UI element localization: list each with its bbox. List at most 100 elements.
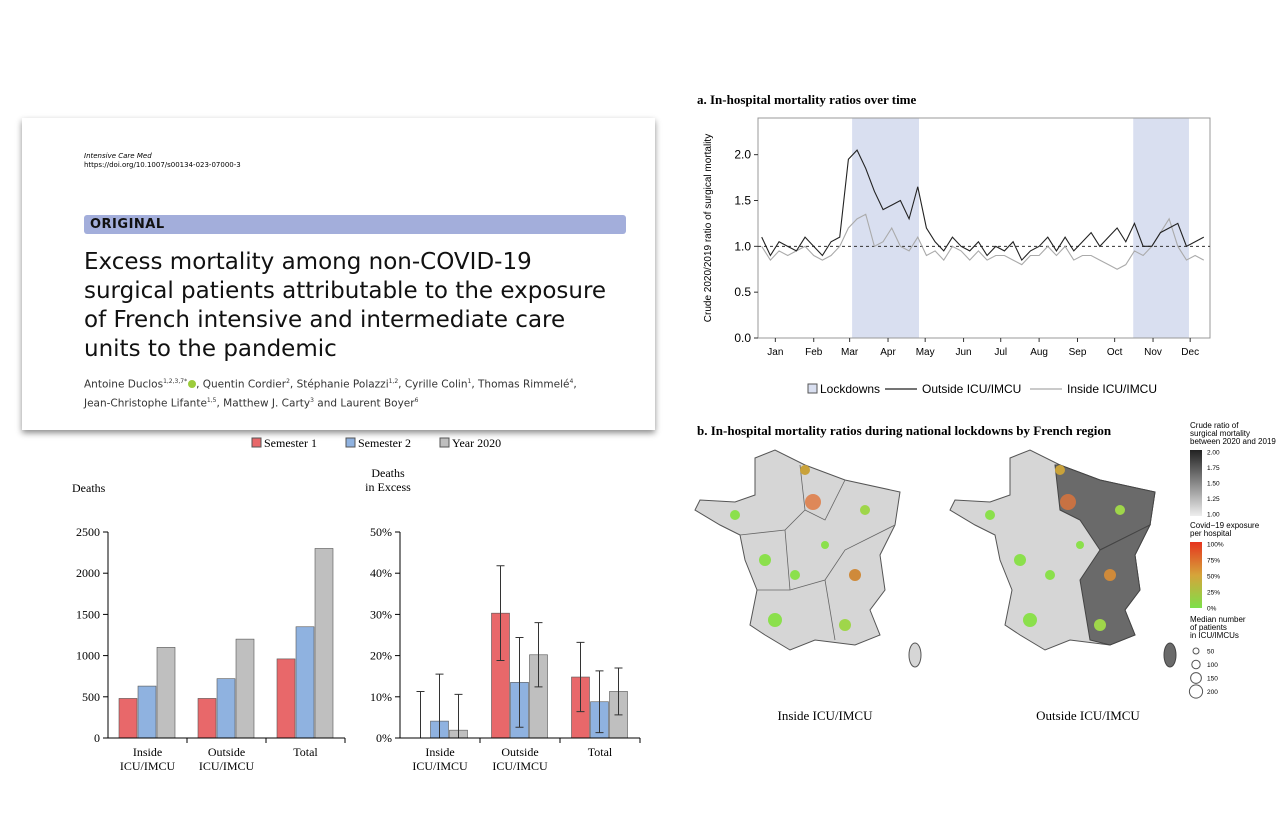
y-tick-label: 1500 bbox=[76, 607, 100, 621]
y-tick-label: 0.0 bbox=[734, 331, 751, 345]
x-tick-label: Jul bbox=[994, 347, 1007, 358]
bar bbox=[197, 698, 217, 739]
x-tick-label: Inside ICU/IMCU bbox=[120, 745, 176, 773]
y-tick-label: 20% bbox=[370, 649, 392, 663]
bar bbox=[314, 548, 334, 739]
legend-label: Semester 1 bbox=[264, 436, 317, 450]
x-tick-label: Dec bbox=[1181, 347, 1199, 358]
x-tick-label: Outside ICU/IMCU bbox=[492, 745, 548, 773]
lockdown-span bbox=[1133, 118, 1189, 338]
legend-label: 1.25 bbox=[1207, 496, 1220, 503]
size-swatch bbox=[1188, 684, 1204, 699]
author: , Cyrille Colin bbox=[398, 378, 468, 391]
error-bar bbox=[576, 641, 585, 713]
maps bbox=[694, 449, 1202, 668]
x-tick-label: Inside ICU/IMCU bbox=[412, 745, 468, 773]
y-tick-label: 1000 bbox=[76, 649, 100, 663]
affiliation: 1,2 bbox=[388, 378, 399, 385]
y-tick-label: 30% bbox=[370, 607, 392, 621]
line bbox=[761, 149, 1205, 262]
section-label: ORIGINAL bbox=[84, 215, 626, 234]
y-tick-label: 2000 bbox=[76, 566, 100, 580]
author: , Matthew J. Carty bbox=[216, 397, 311, 409]
y-tick-label: 50% bbox=[370, 525, 392, 539]
x-tick-label: May bbox=[916, 347, 935, 358]
legend-label: 50 bbox=[1207, 649, 1215, 656]
map-title: b. In-hospital mortality ratios during n… bbox=[697, 423, 1112, 438]
y-tick-label: 1.5 bbox=[734, 194, 751, 208]
affiliation: 1,5 bbox=[206, 396, 217, 404]
orcid-icon bbox=[188, 379, 197, 388]
author: , Thomas Rimmelé bbox=[471, 378, 570, 391]
lockdown-span bbox=[852, 118, 919, 338]
legend-label: 100% bbox=[1207, 542, 1224, 549]
author: Jean-Christophe Lifante bbox=[84, 397, 207, 409]
bar bbox=[295, 626, 315, 739]
x-tick-label: Outside ICU/IMCU bbox=[199, 745, 255, 773]
legend-label: Inside ICU/IMCU bbox=[1067, 382, 1157, 396]
x-tick-label: Total bbox=[293, 745, 318, 759]
legend-title: surgical mortality bbox=[1190, 429, 1250, 438]
x-tick-label: Nov bbox=[1144, 347, 1162, 358]
journal: Intensive Care Med bbox=[84, 152, 152, 160]
map-caption: Outside ICU/IMCU bbox=[1036, 708, 1140, 723]
y-tick-label: 500 bbox=[82, 690, 100, 704]
affiliation: 1,2,3,7* bbox=[163, 378, 188, 385]
legend-label: 100 bbox=[1207, 662, 1218, 669]
legend-swatch bbox=[345, 437, 356, 448]
error-bar bbox=[595, 670, 604, 734]
y-axis-label: Deaths bbox=[371, 466, 405, 480]
bar bbox=[137, 685, 157, 739]
x-tick-label: Jun bbox=[956, 347, 972, 358]
size-swatch bbox=[1190, 672, 1202, 684]
error-bar bbox=[496, 565, 505, 662]
france-map bbox=[949, 449, 1177, 668]
x-tick-label: Jan bbox=[767, 347, 783, 358]
x-tick-label: Sep bbox=[1069, 347, 1087, 358]
legend-title: in ICU/IMCUs bbox=[1190, 631, 1239, 640]
y-tick-label: 1.0 bbox=[734, 239, 751, 253]
affiliation: 2 bbox=[286, 378, 290, 385]
y-axis-label: Deaths bbox=[72, 481, 106, 495]
bars bbox=[118, 548, 334, 739]
legend-label: 75% bbox=[1207, 558, 1220, 565]
affiliation: 6 bbox=[414, 396, 419, 404]
size-swatch bbox=[1192, 647, 1200, 655]
legend-title: between 2020 and 2019 bbox=[1190, 437, 1276, 446]
map-caption: Inside ICU/IMCU bbox=[778, 708, 874, 723]
legend-label: 0% bbox=[1207, 606, 1217, 613]
error-bar bbox=[515, 636, 524, 728]
plot-frame bbox=[757, 117, 1211, 339]
error-bar bbox=[435, 673, 444, 738]
legend-label: 2.00 bbox=[1207, 450, 1220, 457]
paper-card: Intensive Care Med https://doi.org/10.10… bbox=[22, 118, 655, 430]
bar bbox=[235, 638, 255, 739]
x-tick-label: Oct bbox=[1107, 347, 1123, 358]
error-bar bbox=[416, 690, 425, 738]
affiliation: 3 bbox=[310, 396, 314, 404]
legend-label: Lockdowns bbox=[820, 382, 880, 396]
x-tick-label: Feb bbox=[805, 347, 823, 358]
bar bbox=[156, 647, 176, 739]
size-swatch bbox=[1191, 659, 1201, 670]
chart-title: a. In-hospital mortality ratios over tim… bbox=[697, 92, 917, 107]
legend-title: Crude ratio of bbox=[1190, 421, 1239, 430]
legend-label: 200 bbox=[1207, 689, 1218, 696]
legend-label: 1.00 bbox=[1207, 512, 1220, 519]
authors: Antoine Duclos1,2,3,7* , Quentin Cordier2… bbox=[84, 374, 627, 411]
x-tick-label: Total bbox=[588, 745, 613, 759]
paper-title: Excess mortality among non-COVID-19 surg… bbox=[84, 249, 607, 362]
legend-swatch bbox=[439, 437, 450, 448]
france-map bbox=[694, 449, 922, 668]
legend-title: per hospital bbox=[1190, 529, 1232, 538]
y-tick-label: 2.0 bbox=[734, 148, 751, 162]
doi: https://doi.org/10.1007/s00134-023-07000… bbox=[84, 161, 241, 169]
y-tick-label: 0.5 bbox=[734, 285, 751, 299]
error-bar bbox=[614, 667, 623, 716]
legend-label: 150 bbox=[1207, 676, 1218, 683]
legend-label: 50% bbox=[1207, 574, 1220, 581]
line bbox=[761, 213, 1205, 270]
author: , bbox=[573, 378, 577, 391]
